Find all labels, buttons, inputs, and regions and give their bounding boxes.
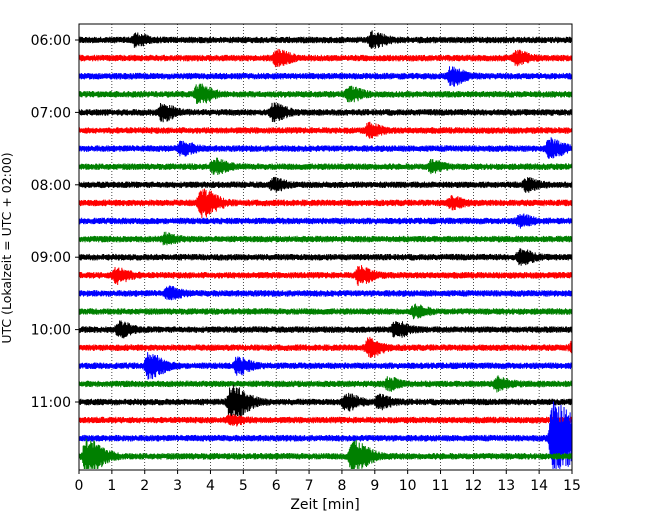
trace-line-07:00 <box>78 102 573 123</box>
trace-line-11:00 <box>78 384 573 418</box>
trace-line-11:30 <box>78 401 573 470</box>
trace-line-09:45 <box>78 303 573 320</box>
y-tick-label: 08:00 <box>31 178 71 194</box>
x-tick-label: 5 <box>239 478 248 494</box>
y-tick-label: 06:00 <box>31 33 71 49</box>
trace-line-06:00 <box>78 30 573 49</box>
x-tick-label: 10 <box>399 478 417 494</box>
trace-line-07:15 <box>78 121 573 139</box>
trace-line-09:00 <box>78 248 573 266</box>
trace-line-11:45 <box>78 438 573 470</box>
trace-line-08:30 <box>78 213 573 229</box>
y-tick-label: 09:00 <box>31 250 71 266</box>
x-tick-label: 14 <box>530 478 548 494</box>
trace-line-07:30 <box>78 137 573 159</box>
plot-frame <box>78 23 573 471</box>
x-tick-label: 1 <box>107 478 116 494</box>
x-tick-label: 13 <box>497 478 515 494</box>
y-tick-label: 07:00 <box>31 105 71 121</box>
trace-line-07:45 <box>78 157 573 175</box>
x-tick-label: 15 <box>563 478 581 494</box>
x-tick-label: 11 <box>432 478 450 494</box>
x-axis-label: Zeit [min] <box>290 497 359 513</box>
trace-line-09:15 <box>78 265 573 286</box>
trace-line-06:45 <box>78 83 573 105</box>
trace-line-09:30 <box>78 285 573 301</box>
y-axis-label: UTC (Lokalzeit = UTC + 02:00) <box>0 152 14 343</box>
trace-line-10:00 <box>78 320 573 339</box>
y-axis-ticks: 06:00 07:00 08:00 09:00 10:00 11:00 <box>31 33 79 411</box>
trace-line-08:00 <box>78 176 573 193</box>
x-tick-label: 4 <box>206 478 215 494</box>
y-tick-label: 10:00 <box>31 323 71 339</box>
x-axis-ticks: 0 1 2 3 4 5 6 7 8 9 10 11 12 13 14 15 <box>75 470 581 494</box>
x-tick-label: 12 <box>464 478 482 494</box>
minute-gridlines <box>111 24 540 470</box>
trace-line-11:15 <box>78 414 573 427</box>
x-tick-label: 2 <box>140 478 149 494</box>
trace-line-10:15 <box>78 336 573 358</box>
x-tick-label: 0 <box>75 478 84 494</box>
trace-line-10:45 <box>78 375 573 393</box>
x-tick-label: 3 <box>173 478 182 494</box>
trace-line-10:30 <box>78 352 573 380</box>
trace-line-08:45 <box>78 231 573 246</box>
x-tick-label: 6 <box>272 478 281 494</box>
x-tick-label: 7 <box>305 478 314 494</box>
trace-line-08:15 <box>78 188 573 219</box>
x-tick-label: 9 <box>370 478 379 494</box>
x-tick-label: 8 <box>337 478 346 494</box>
trace-line-06:30 <box>78 66 573 87</box>
trace-line-06:15 <box>78 48 573 68</box>
y-tick-label: 11:00 <box>31 395 71 411</box>
seismogram-traces <box>78 30 573 470</box>
